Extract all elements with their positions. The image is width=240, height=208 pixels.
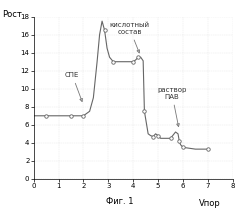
- Text: кислотный
состав: кислотный состав: [109, 22, 150, 53]
- Text: СПЕ: СПЕ: [65, 72, 82, 102]
- Text: Фиг. 1: Фиг. 1: [106, 197, 134, 206]
- Text: раствор
ПАВ: раствор ПАВ: [157, 87, 186, 127]
- Y-axis label: Рост: Рост: [2, 10, 22, 19]
- Text: Vпор: Vпор: [199, 199, 221, 208]
